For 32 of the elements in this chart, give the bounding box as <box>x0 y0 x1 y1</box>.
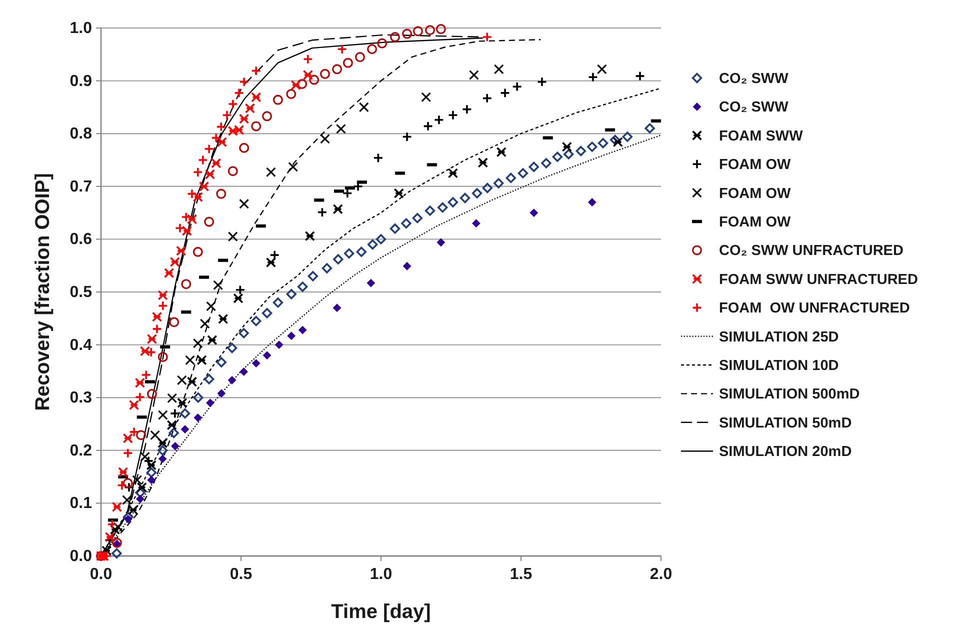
legend-label: SIMULATION 10D <box>719 358 839 374</box>
y-tick-label: 0.7 <box>70 178 92 196</box>
x-tick-label: 1.0 <box>370 566 392 583</box>
legend-label: FOAM OW <box>719 186 791 202</box>
y-axis-title: Recovery [fraction OOIP] <box>32 173 54 411</box>
legend-label: FOAM OW <box>719 214 791 230</box>
x-tick-label: 0.5 <box>230 566 252 583</box>
x-tick-label: 1.5 <box>510 566 532 583</box>
y-tick-label: 1.0 <box>70 20 92 37</box>
legend-label: CO₂ SWW UNFRACTURED <box>719 243 904 260</box>
y-tick-label: 0.2 <box>70 442 92 460</box>
x-tick-label: 2.0 <box>650 566 672 583</box>
legend-label: SIMULATION 20mD <box>719 444 852 460</box>
y-tick-label: 0.1 <box>70 495 92 512</box>
y-tick-label: 0.0 <box>70 548 92 565</box>
x-axis-title: Time [day] <box>331 601 431 623</box>
legend-label: CO₂ SWW <box>719 100 789 116</box>
y-tick-label: 0.5 <box>70 284 92 301</box>
legend-label: SIMULATION 500mD <box>719 386 860 403</box>
y-tick-label: 0.8 <box>70 126 92 143</box>
legend-label: FOAM SWW UNFRACTURED <box>719 272 918 288</box>
legend-label: CO₂ SWW <box>719 71 789 87</box>
legend-label: FOAM OW <box>719 157 791 174</box>
legend-label: FOAM SWW <box>719 128 804 144</box>
y-tick-label: 0.6 <box>70 231 92 248</box>
y-tick-label: 0.3 <box>70 390 92 407</box>
x-tick-label: 0.0 <box>90 566 112 583</box>
legend-label: FOAM OW UNFRACTURED <box>719 300 910 317</box>
y-tick-label: 0.9 <box>70 72 92 90</box>
legend-label: SIMULATION 25D <box>719 329 839 346</box>
legend-label: SIMULATION 50mD <box>719 415 852 432</box>
y-tick-label: 0.4 <box>70 336 92 354</box>
